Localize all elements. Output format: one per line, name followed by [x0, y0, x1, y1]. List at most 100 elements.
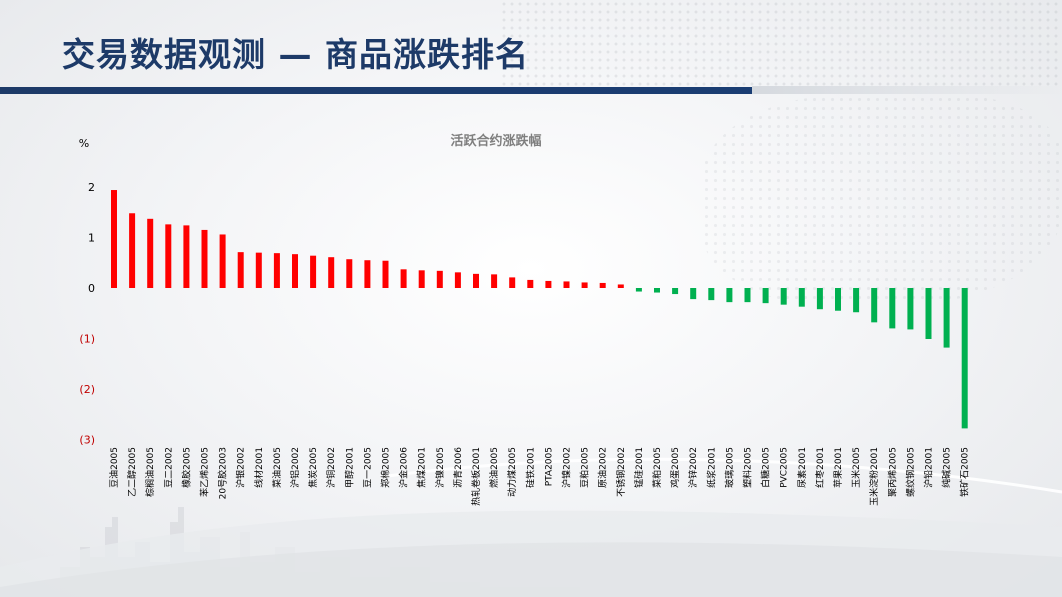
x-tick-label: 豆一2005	[362, 447, 373, 488]
x-tick-label: 豆二2002	[163, 447, 174, 488]
title-underline-fade	[752, 86, 1062, 94]
bar	[835, 288, 841, 311]
x-tick-label: PVC2005	[780, 447, 790, 488]
x-tick-label: 沪铅2001	[923, 447, 935, 488]
world-map-background	[702, 95, 1062, 305]
bar	[364, 260, 371, 288]
bar	[473, 273, 479, 288]
x-tick-label: 沥青2006	[452, 447, 464, 488]
x-tick-label: 沪镍2002	[561, 447, 573, 488]
x-tick-label: 沪锌2002	[687, 447, 699, 488]
y-tick-label: 2	[88, 181, 95, 194]
x-tick-label: 燃油2005	[488, 447, 500, 488]
bar	[436, 270, 443, 288]
bar	[328, 257, 335, 288]
y-tick-label: (2)	[79, 383, 95, 396]
bar	[635, 288, 642, 292]
bar	[889, 288, 896, 329]
x-tick-label: 菜粕2005	[651, 447, 663, 488]
x-tick-label: 白糖2005	[760, 447, 772, 488]
x-tick-label: 鸡蛋2005	[669, 447, 681, 488]
x-tick-label: 聚丙烯2005	[886, 447, 898, 497]
bar	[527, 279, 534, 288]
bar	[346, 259, 353, 288]
x-tick-label: PTA2005	[544, 447, 554, 486]
bar	[273, 253, 280, 288]
x-tick-label: 菜油2005	[271, 447, 283, 488]
x-tick-label: 线材2001	[253, 447, 265, 488]
slide-title: 交易数据观测 — 商品涨跌排名	[62, 35, 529, 74]
bar	[798, 288, 805, 307]
x-tick-label: 锰硅2001	[633, 447, 645, 488]
x-tick-label: 纸浆2001	[705, 447, 717, 488]
bar	[165, 224, 172, 288]
bar	[545, 280, 552, 288]
bar	[418, 270, 425, 288]
bar	[183, 225, 190, 288]
bar	[961, 288, 968, 429]
bar	[690, 288, 697, 300]
bar	[744, 288, 751, 303]
bar	[382, 260, 389, 288]
bar	[943, 288, 950, 348]
y-tick-label: (3)	[79, 434, 95, 447]
x-tick-label: 沪铜2002	[325, 447, 337, 488]
bar	[509, 277, 516, 288]
x-tick-label: 沪银2002	[235, 447, 247, 488]
y-tick-label: 1	[88, 232, 95, 245]
bar	[708, 288, 715, 301]
x-tick-label: 20号胶2003	[217, 447, 229, 499]
x-tick-label: 塑料2005	[742, 447, 754, 488]
wave-background	[0, 457, 1062, 597]
bar	[310, 255, 317, 288]
x-tick-label: 尿素2001	[796, 447, 808, 488]
bar	[762, 288, 769, 304]
x-tick-label: 焦炭2005	[307, 447, 319, 488]
chart-title: 活跃合约涨跌幅	[450, 133, 541, 149]
bar	[111, 190, 117, 288]
bar	[925, 288, 932, 340]
bar	[780, 288, 787, 305]
bar	[201, 229, 208, 288]
x-tick-label: 铁矿石2005	[959, 447, 971, 497]
x-tick-label: 郑棉2005	[380, 447, 392, 488]
x-tick-label: 棕榈油2005	[144, 447, 156, 497]
x-tick-label: 硅铁2001	[524, 447, 536, 488]
bar	[871, 288, 878, 323]
bar	[654, 288, 660, 293]
bar	[219, 234, 226, 288]
x-tick-label: 沪金2006	[398, 447, 410, 488]
bar	[617, 284, 624, 288]
y-axis-unit-label: %	[79, 137, 89, 150]
bar	[147, 218, 154, 288]
bar	[400, 269, 407, 288]
bar	[129, 213, 136, 288]
title-dot-pattern	[500, 0, 1062, 86]
bar	[454, 272, 461, 288]
bar	[816, 288, 823, 310]
y-tick-label: (1)	[79, 333, 95, 346]
x-tick-label: 玉米淀粉2001	[868, 447, 880, 506]
x-tick-label: 玉米2005	[850, 447, 862, 488]
x-tick-label: 螺纹钢2005	[904, 447, 916, 497]
x-tick-label: 豆粕2005	[579, 447, 591, 488]
bar	[292, 254, 298, 288]
x-tick-label: 焦煤2001	[416, 447, 428, 488]
x-tick-label: 玻璃2005	[723, 447, 735, 488]
x-tick-label: 热轧卷板2001	[470, 447, 482, 506]
title-underline-bar	[0, 87, 752, 94]
x-tick-label: 苯乙烯2005	[199, 447, 211, 497]
x-tick-label: 不锈钢2002	[615, 447, 627, 497]
bar	[255, 252, 262, 288]
x-tick-label: 甲醇2001	[343, 447, 355, 488]
bar	[907, 288, 914, 330]
x-tick-label: 沪铝2002	[289, 447, 301, 488]
x-tick-label: 乙二醇2005	[126, 447, 138, 497]
bar	[599, 282, 606, 288]
bar	[581, 282, 588, 288]
x-tick-label: 苹果2001	[832, 447, 844, 488]
x-tick-label: 沪镍2005	[434, 447, 446, 488]
x-tick-label: 动力煤2005	[506, 447, 518, 497]
bar	[853, 288, 860, 313]
bar	[237, 252, 244, 288]
